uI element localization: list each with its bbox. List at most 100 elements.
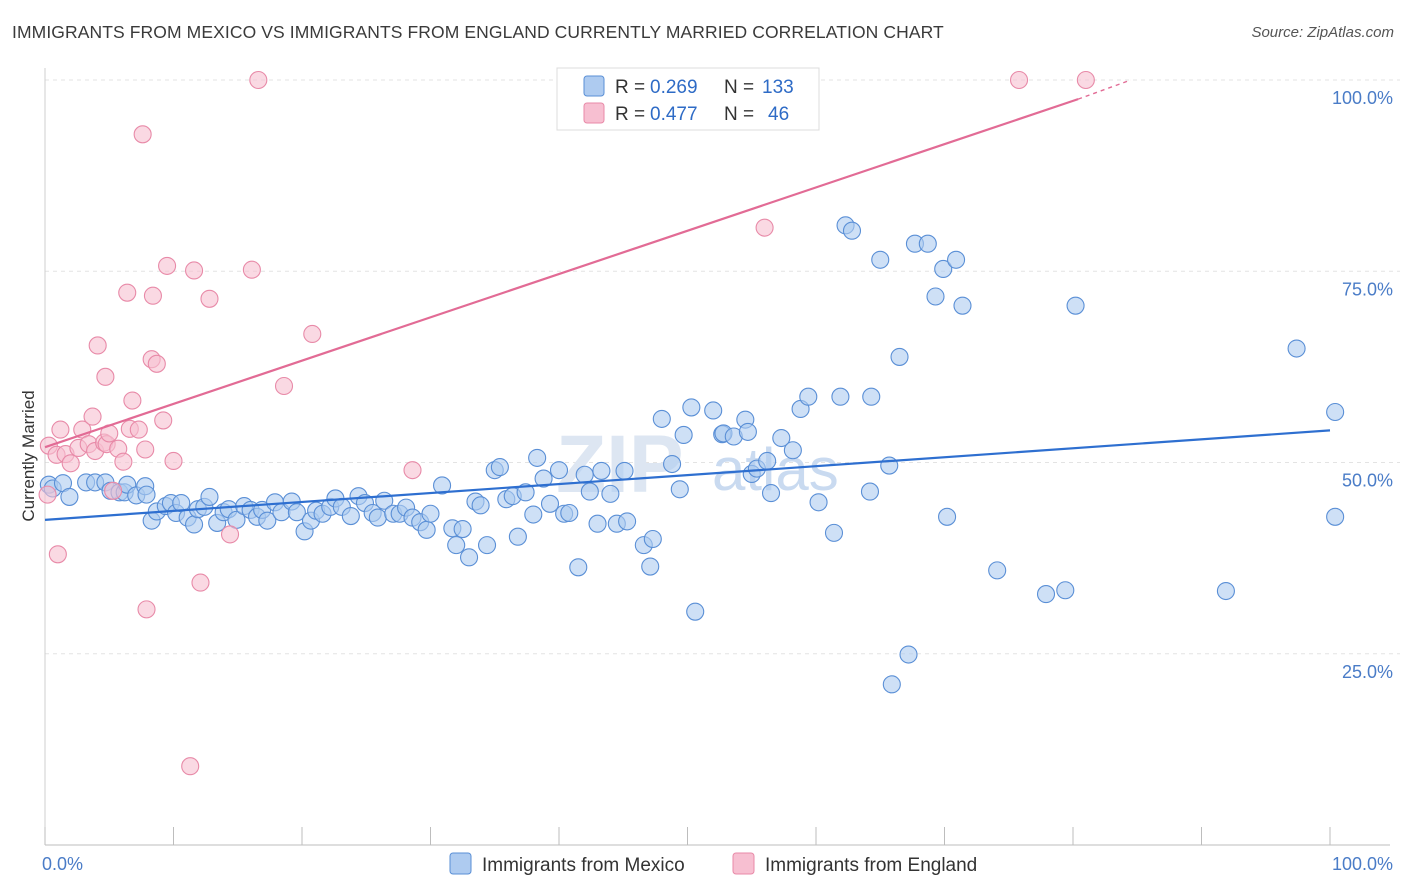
- data-point-england: [164, 451, 183, 471]
- bottom-legend-swatch-mexico: [449, 852, 472, 875]
- data-point-mexico: [471, 496, 490, 515]
- data-point-mexico: [890, 347, 909, 366]
- data-point-mexico: [459, 548, 479, 567]
- data-point-mexico: [772, 428, 791, 448]
- data-point-england: [61, 454, 80, 473]
- data-point-england: [181, 757, 200, 776]
- data-point-england: [185, 261, 204, 280]
- y-tick-label: 100.0%: [1332, 88, 1393, 108]
- data-point-mexico: [601, 484, 620, 503]
- data-point-england: [104, 481, 123, 500]
- data-point-mexico: [882, 675, 901, 694]
- legend-swatch-england: [583, 102, 605, 124]
- data-point-mexico: [783, 441, 802, 460]
- data-point-mexico: [341, 506, 360, 526]
- data-point-mexico: [641, 557, 660, 576]
- data-point-england: [83, 407, 102, 426]
- data-point-england: [154, 411, 173, 430]
- data-point-england: [158, 256, 177, 275]
- data-point-mexico: [670, 480, 689, 499]
- data-point-england: [48, 545, 67, 564]
- grid-lines: [45, 79, 1400, 655]
- legend-r-value-mexico: 0.269: [650, 77, 698, 98]
- legend-r-label-england: R =: [615, 104, 645, 125]
- legend-n-value-england: 46: [768, 104, 789, 125]
- trend-line-mexico: [44, 429, 1331, 521]
- data-point-mexico: [1036, 585, 1056, 604]
- data-point-mexico: [842, 221, 862, 240]
- data-point-mexico: [824, 523, 844, 542]
- data-point-england: [51, 420, 70, 439]
- data-point-england: [137, 600, 156, 619]
- data-point-mexico: [918, 234, 937, 253]
- data-point-mexico: [524, 505, 543, 524]
- data-point-mexico: [490, 458, 509, 477]
- data-point-mexico: [615, 461, 634, 480]
- data-point-england: [1009, 70, 1029, 90]
- data-point-england: [129, 420, 148, 439]
- data-point-england: [96, 367, 115, 386]
- data-point-mexico: [643, 529, 662, 549]
- data-point-mexico: [674, 425, 693, 445]
- data-point-england: [118, 283, 137, 302]
- data-point-mexico: [686, 602, 705, 621]
- chart-title: IMMIGRANTS FROM MEXICO VS IMMIGRANTS FRO…: [12, 22, 944, 42]
- data-point-england: [1076, 70, 1095, 90]
- bottom-legend: Immigrants from Mexico Immigrants from E…: [449, 852, 977, 876]
- watermark: ZIP atlas: [556, 419, 839, 510]
- data-point-mexico: [453, 520, 472, 539]
- data-point-mexico: [368, 508, 387, 527]
- data-point-england: [191, 573, 210, 592]
- data-point-mexico: [947, 250, 966, 269]
- data-point-mexico: [258, 511, 277, 530]
- y-tick-label: 50.0%: [1342, 471, 1393, 491]
- data-point-mexico: [447, 536, 466, 555]
- legend-swatch-mexico: [583, 75, 605, 97]
- y-axis-label: Currently Married: [19, 390, 38, 521]
- data-point-mexico: [421, 504, 440, 523]
- data-point-mexico: [200, 487, 219, 506]
- series-mexico: [39, 216, 1345, 694]
- data-point-mexico: [899, 645, 918, 664]
- trend-lines: [44, 79, 1331, 521]
- trend-line-england: [44, 98, 1079, 449]
- legend-n-label-mexico: N =: [724, 77, 754, 98]
- data-point-mexico: [652, 409, 671, 428]
- data-point-mexico: [1326, 402, 1345, 422]
- data-point-mexico: [682, 398, 701, 417]
- axes: [44, 68, 1390, 846]
- data-point-england: [136, 440, 155, 459]
- legend-n-label-england: N =: [724, 104, 754, 125]
- y-tick-label: 75.0%: [1342, 279, 1393, 299]
- bottom-legend-label-england: Immigrants from England: [765, 855, 977, 876]
- data-point-mexico: [663, 454, 682, 474]
- data-point-mexico: [417, 520, 436, 539]
- data-point-mexico: [588, 514, 607, 533]
- data-point-england: [755, 218, 774, 237]
- data-point-mexico: [831, 387, 850, 406]
- data-point-mexico: [799, 387, 818, 406]
- data-point-england: [249, 70, 268, 90]
- bottom-legend-label-mexico: Immigrants from Mexico: [482, 855, 685, 876]
- y-tick-label: 25.0%: [1342, 662, 1393, 682]
- data-point-mexico: [862, 387, 881, 406]
- x-tick-label: 0.0%: [42, 854, 83, 874]
- trend-line-england-extension: [1077, 79, 1132, 100]
- data-point-mexico: [575, 465, 594, 484]
- data-point-mexico: [938, 507, 957, 526]
- legend: R = 0.269 N = 133 R = 0.477 N = 46: [556, 67, 820, 131]
- data-point-mexico: [534, 469, 553, 488]
- legend-r-value-england: 0.477: [650, 104, 698, 125]
- data-point-mexico: [433, 476, 452, 495]
- data-point-england: [147, 354, 166, 373]
- data-point-mexico: [934, 259, 953, 279]
- data-point-mexico: [860, 482, 880, 501]
- data-point-england: [143, 286, 162, 305]
- data-point-mexico: [508, 527, 527, 546]
- data-point-mexico: [704, 401, 723, 420]
- x-tick-label: 100.0%: [1332, 854, 1393, 874]
- x-tick-labels: 0.0% 100.0%: [42, 854, 1393, 874]
- data-point-england: [200, 289, 219, 308]
- data-point-england: [123, 391, 142, 410]
